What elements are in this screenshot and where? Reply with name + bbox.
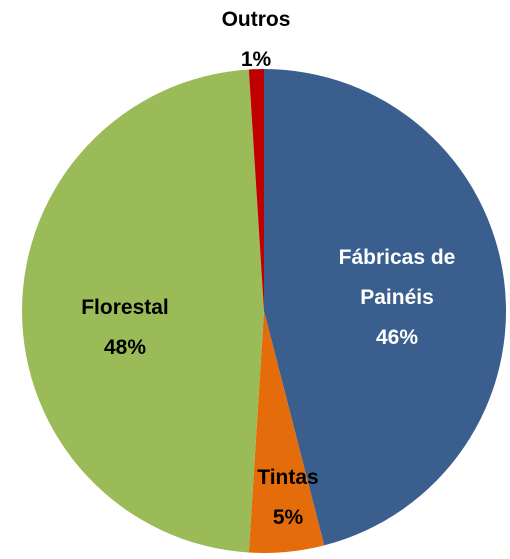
value-label: 5% [272,506,304,529]
category-label: Outros [221,8,291,31]
value-label: 48% [103,336,147,359]
slice-label: Tintas 5% [203,458,373,538]
slice-label: Fábricas de Painéis 46% [312,238,482,358]
value-label: 1% [240,48,272,71]
slice-label: Outros 1% [171,0,341,80]
pie-slice [248,69,264,311]
pie-slice [264,69,506,546]
slice-label: Florestal 48% [40,288,210,368]
pie-slice [21,69,264,553]
category-label: Florestal [81,296,169,319]
category-label: Fábricas de Painéis [338,246,456,309]
pie-slice [248,311,325,553]
category-label: Tintas [257,466,319,489]
value-label: 46% [375,326,419,349]
